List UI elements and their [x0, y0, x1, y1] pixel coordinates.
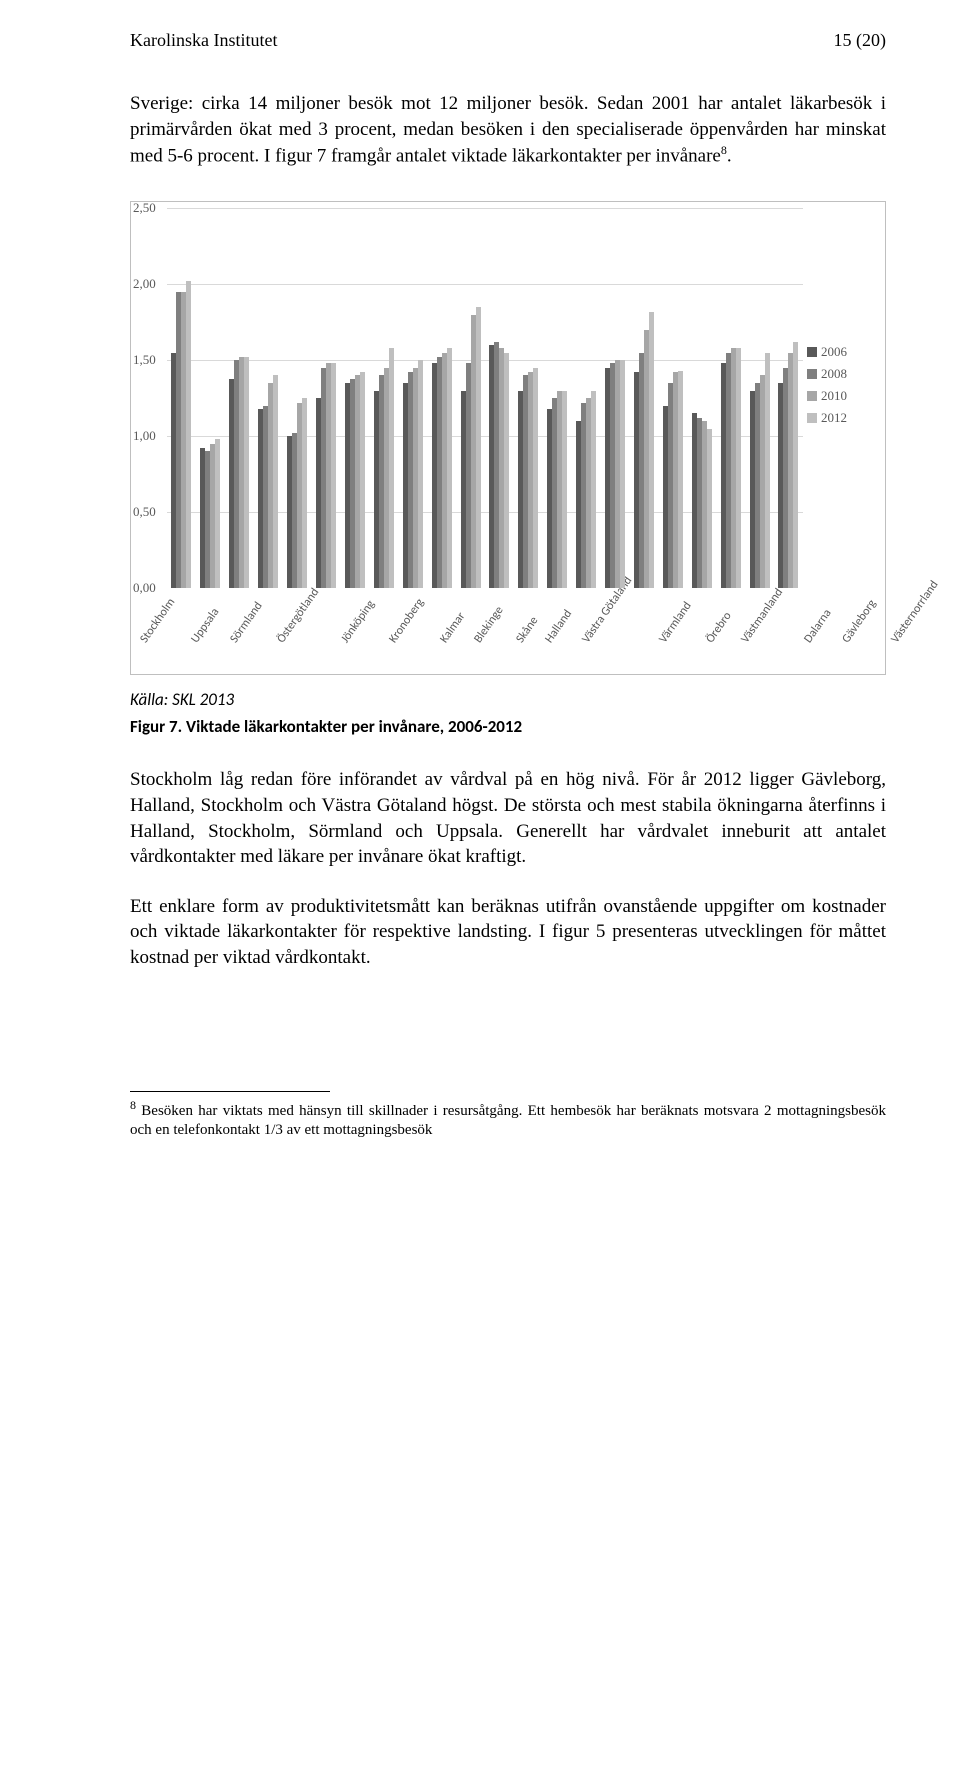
bar	[360, 372, 365, 588]
bar-group	[283, 208, 312, 588]
bar-group	[716, 208, 745, 588]
header-right: 15 (20)	[834, 30, 887, 51]
chart-plot: 0,000,501,001,502,002,50	[167, 208, 803, 588]
bar-group	[369, 208, 398, 588]
footnote-separator	[130, 1091, 330, 1092]
legend-swatch	[807, 413, 817, 423]
bar	[389, 348, 394, 588]
y-tick-label: 1,50	[133, 352, 156, 368]
bar-group	[225, 208, 254, 588]
bar	[331, 363, 336, 588]
legend-item: 2010	[807, 388, 879, 404]
bar	[678, 371, 683, 588]
bar-group	[774, 208, 803, 588]
bar	[562, 391, 567, 589]
paragraph-3: Ett enklare form av produktivitetsmått k…	[130, 894, 886, 971]
paragraph-2: Stockholm låg redan före införandet av v…	[130, 767, 886, 870]
bar	[793, 342, 798, 588]
bar	[620, 360, 625, 588]
bar-group	[514, 208, 543, 588]
bar	[736, 348, 741, 588]
bar-group	[427, 208, 456, 588]
bar-group	[485, 208, 514, 588]
chart-source: Källa: SKL 2013	[130, 689, 886, 710]
bar	[533, 368, 538, 588]
bar-group	[601, 208, 630, 588]
bar-group	[312, 208, 341, 588]
y-tick-label: 0,00	[133, 580, 156, 596]
legend-label: 2010	[821, 388, 847, 404]
bars-row	[167, 208, 803, 588]
bar-group	[687, 208, 716, 588]
chart-body: 0,000,501,001,502,002,50 2006 2008 2010 201…	[131, 208, 885, 588]
bar-group	[340, 208, 369, 588]
bar	[591, 391, 596, 589]
bar-group	[398, 208, 427, 588]
legend-label: 2008	[821, 366, 847, 382]
footnote-text: Besöken har viktats med hänsyn till skil…	[130, 1103, 886, 1139]
page-header: Karolinska Institutet 15 (20)	[130, 30, 886, 51]
chart-legend: 2006 2008 2010 2012	[807, 208, 885, 588]
bar	[476, 307, 481, 588]
bar-group	[254, 208, 283, 588]
bar-group	[572, 208, 601, 588]
bar	[302, 398, 307, 588]
header-left: Karolinska Institutet	[130, 30, 277, 51]
bar	[504, 353, 509, 589]
page: Karolinska Institutet 15 (20) Sverige: c…	[0, 0, 960, 1791]
bar	[186, 281, 191, 588]
bar-group	[543, 208, 572, 588]
legend-item: 2012	[807, 410, 879, 426]
category-labels: StockholmUppsalaSörmlandÖstergötlandJönk…	[171, 588, 809, 674]
bar-group	[745, 208, 774, 588]
bar	[707, 429, 712, 589]
bar-group	[167, 208, 196, 588]
intro-tail: .	[727, 146, 732, 167]
intro-text: Sverige: cirka 14 miljoner besök mot 12 …	[130, 93, 886, 167]
legend-swatch	[807, 391, 817, 401]
y-tick-label: 2,00	[133, 276, 156, 292]
bar	[418, 360, 423, 588]
footnote: 8 Besöken har viktats med hänsyn till sk…	[130, 1098, 886, 1141]
y-tick-label: 0,50	[133, 504, 156, 520]
legend-item: 2006	[807, 344, 879, 360]
bar-group	[196, 208, 225, 588]
bar	[244, 357, 249, 588]
chart-container: 0,000,501,001,502,002,50 200620082010201…	[130, 201, 886, 675]
legend-label: 2012	[821, 410, 847, 426]
y-tick-label: 1,00	[133, 428, 156, 444]
bar-group	[630, 208, 659, 588]
y-tick-label: 2,50	[133, 200, 156, 216]
bar-group	[456, 208, 485, 588]
bar	[447, 348, 452, 588]
bar	[215, 439, 220, 588]
legend-swatch	[807, 369, 817, 379]
legend-item: 2008	[807, 366, 879, 382]
bar-group	[658, 208, 687, 588]
legend-swatch	[807, 347, 817, 357]
legend-label: 2006	[821, 344, 847, 360]
bar	[649, 312, 654, 589]
figure-title: Figur 7. Viktade läkarkontakter per invå…	[130, 716, 886, 737]
bar	[273, 375, 278, 588]
bar	[765, 353, 770, 589]
intro-paragraph: Sverige: cirka 14 miljoner besök mot 12 …	[130, 91, 886, 169]
